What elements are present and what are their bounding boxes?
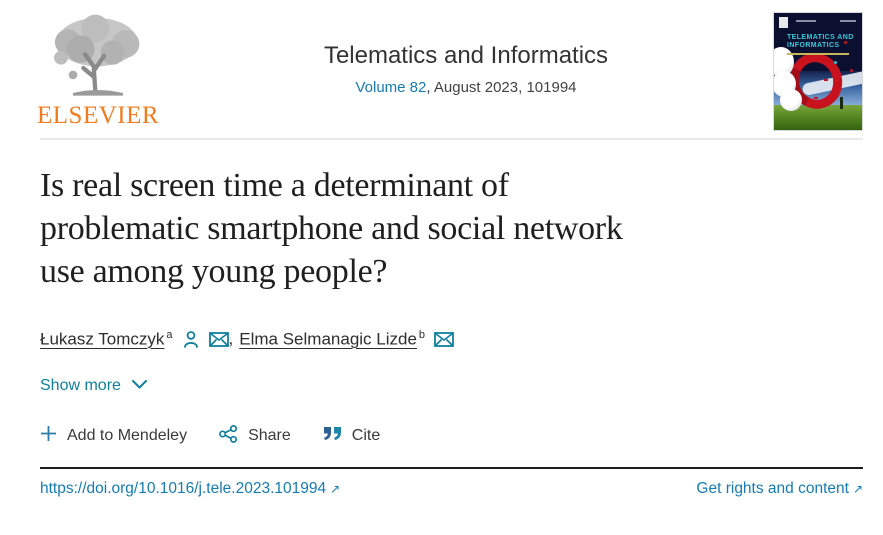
show-more-label: Show more <box>40 376 121 394</box>
cover-journal-title: TELEMATICS AND INFORMATICS <box>787 34 854 49</box>
elsevier-logo[interactable]: ELSEVIER <box>37 12 159 130</box>
add-to-mendeley-label: Add to Mendeley <box>67 427 188 445</box>
share-label: Share <box>248 427 291 445</box>
elsevier-wordmark: ELSEVIER <box>37 102 160 129</box>
external-link-arrow-icon: ↗ <box>330 481 341 496</box>
external-link-arrow-icon: ↗ <box>852 481 863 496</box>
author-separator: , <box>228 329 234 349</box>
cover-text-bar <box>796 20 816 22</box>
quote-icon <box>323 426 342 446</box>
actions-row: Add to Mendeley Share <box>40 424 863 448</box>
cover-text-bar <box>840 20 856 22</box>
cover-dot <box>834 61 837 64</box>
header-divider <box>40 138 863 140</box>
person-icon[interactable] <box>182 330 200 349</box>
show-more-button[interactable]: Show more <box>40 377 148 395</box>
doi-link[interactable]: https://doi.org/10.1016/j.tele.2023.1019… <box>40 479 341 497</box>
cover-logo-box <box>779 17 788 28</box>
journal-header: ELSEVIER Telematics and Informatics Volu… <box>37 0 863 138</box>
cover-subtitle-bar <box>787 53 849 55</box>
plus-icon <box>40 425 57 447</box>
journal-title-link[interactable]: Telematics and Informatics <box>323 42 609 69</box>
journal-meta: Telematics and Informatics Volume 82, Au… <box>159 12 773 96</box>
authors-row: Łukasz Tomczyk a , Elma Selmanagic Lizde <box>40 329 863 350</box>
cite-button[interactable]: Cite <box>323 426 380 446</box>
volume-line: Volume 82, August 2023, 101994 <box>159 79 773 96</box>
doi-bar: https://doi.org/10.1016/j.tele.2023.1019… <box>40 466 863 498</box>
volume-link[interactable]: Volume 82 <box>355 79 427 96</box>
share-button[interactable]: Share <box>219 424 291 448</box>
affiliation-superscript: b <box>418 329 426 341</box>
cover-dot <box>850 69 853 72</box>
cover-dot <box>844 41 847 44</box>
issue-info: , August 2023, 101994 <box>426 79 577 96</box>
author-link[interactable]: Łukasz Tomczyk a <box>40 329 173 349</box>
page: ELSEVIER Telematics and Informatics Volu… <box>37 0 863 498</box>
email-icon[interactable] <box>434 331 454 347</box>
article-title: Is real screen time a determinant of pro… <box>40 167 623 290</box>
share-nodes-icon <box>219 424 238 448</box>
article-header: Is real screen time a determinant of pro… <box>40 164 863 448</box>
cover-blob <box>780 89 802 111</box>
affiliation-superscript: a <box>166 329 173 341</box>
cover-bird <box>814 97 818 99</box>
chevron-down-icon <box>131 377 148 395</box>
add-to-mendeley-button[interactable]: Add to Mendeley <box>40 425 187 447</box>
cover-bird <box>824 79 828 81</box>
author-link[interactable]: Elma Selmanagic Lizde b <box>239 329 426 349</box>
cite-label: Cite <box>351 427 381 445</box>
elsevier-tree-icon <box>37 12 159 100</box>
email-icon[interactable] <box>208 331 229 347</box>
get-rights-link[interactable]: Get rights and content ↗ <box>696 479 863 497</box>
journal-cover-thumbnail[interactable]: TELEMATICS AND INFORMATICS <box>773 12 863 131</box>
cover-figure <box>840 97 843 109</box>
